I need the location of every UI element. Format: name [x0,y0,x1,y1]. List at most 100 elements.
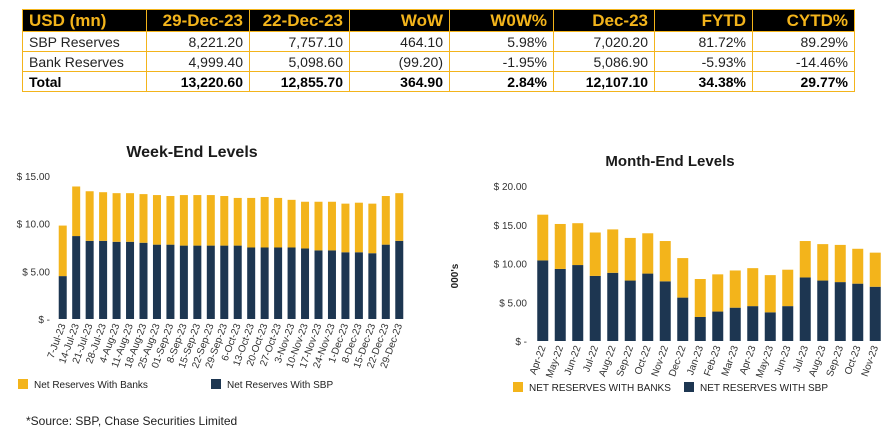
reserves-summary-table: USD (mn) 29-Dec-23 22-Dec-23 WoW W0W% De… [22,9,855,92]
bar-sbp [247,247,256,319]
bar-sbp [314,250,323,319]
legend-swatch-sbp [684,382,694,392]
table-cell: 364.90 [349,71,450,92]
bar-sbp [381,244,390,319]
bar-sbp [624,280,636,341]
header-cell: FYTD [654,9,753,32]
y-tick-label: $ - [38,315,50,326]
bar-sbp [301,248,310,319]
bar-banks [712,274,724,312]
bar-banks [834,244,846,283]
bar-sbp [220,245,229,319]
bar-sbp [817,280,829,341]
bar-banks [126,193,135,242]
bar-banks [677,258,689,298]
bar-banks [85,191,94,241]
y-tick-label: $ - [515,337,527,348]
bar-sbp [368,253,377,319]
bar-sbp [99,240,108,319]
bar-sbp [834,282,846,341]
y-tick-label: $ 20.00 [494,182,528,193]
bar-banks [799,241,811,278]
bar-sbp [354,252,363,319]
header-cell: USD (mn) [22,9,147,32]
bar-banks [301,201,310,249]
bar-sbp [642,273,654,341]
bar-banks [314,201,323,251]
bar-sbp [126,241,135,319]
legend-label: Net Reserves With Banks [34,380,148,391]
bar-sbp [327,250,336,319]
bar-banks [99,192,108,241]
header-cell: W0W% [449,9,554,32]
header-cell: 29-Dec-23 [146,9,250,32]
bar-sbp [694,316,706,341]
bar-banks [368,203,377,254]
bar-banks [659,241,671,282]
bar-sbp [395,240,404,319]
bar-sbp [852,283,864,341]
bar-sbp [712,311,724,341]
bar-sbp [274,247,283,319]
legend-label: Net Reserves With SBP [227,380,333,391]
bar-sbp [764,312,776,341]
chart-title: Week-End Levels [126,144,257,161]
bar-banks [220,196,229,246]
table-cell: 7,757.10 [249,31,350,52]
legend-label: NET RESERVES WITH BANKS [529,383,671,394]
bar-sbp [554,268,566,341]
bar-banks [58,225,67,277]
y-tick-label: $ 15.00 [17,172,51,183]
table-cell: -5.93% [654,51,753,72]
bar-banks [381,196,390,245]
table-row-total: Total 13,220.60 12,855.70 364.90 2.84% 1… [22,71,855,92]
bar-sbp [58,276,67,319]
legend-label: NET RESERVES WITH SBP [700,383,828,394]
bar-sbp [869,286,881,341]
legend-swatch-banks [18,379,28,389]
row-label: SBP Reserves [22,31,147,52]
bar-banks [206,195,215,246]
bar-sbp [589,275,601,341]
bar-banks [233,197,242,246]
y-tick-label: $ 15.00 [494,221,528,232]
bar-sbp [260,247,269,319]
source-note: *Source: SBP, Chase Securities Limited [26,414,238,428]
bar-banks [193,195,202,246]
bar-sbp [72,236,81,319]
table-row: Bank Reserves 4,999.40 5,098.60 (99.20) … [22,51,855,72]
table-cell: 2.84% [449,71,554,92]
legend-swatch-banks [513,382,523,392]
bar-sbp [537,260,549,341]
bar-banks [554,223,566,269]
bar-sbp [799,277,811,341]
header-cell: 22-Dec-23 [249,9,350,32]
bar-banks [642,233,654,274]
bar-sbp [747,306,759,341]
bar-banks [139,194,148,243]
bar-banks [764,275,776,313]
bar-banks [869,252,881,287]
bar-banks [72,186,81,237]
bar-banks [274,197,283,248]
table-cell: 13,220.60 [146,71,250,92]
table-cell: 12,107.10 [553,71,655,92]
bar-banks [152,195,161,245]
bar-banks [179,195,188,246]
y-tick-label: $ 10.00 [17,220,51,231]
bar-banks [852,248,864,284]
bar-sbp [729,307,741,341]
bar-sbp [166,244,175,319]
bar-banks [624,237,636,281]
bar-banks [782,269,794,307]
bar-sbp [152,244,161,319]
bar-banks [729,270,741,308]
bar-sbp [233,245,242,319]
table-cell: 81.72% [654,31,753,52]
bar-banks [260,196,269,248]
bar-sbp [179,245,188,319]
bar-banks [572,223,584,266]
row-label: Total [22,71,147,92]
bar-sbp [85,240,94,319]
